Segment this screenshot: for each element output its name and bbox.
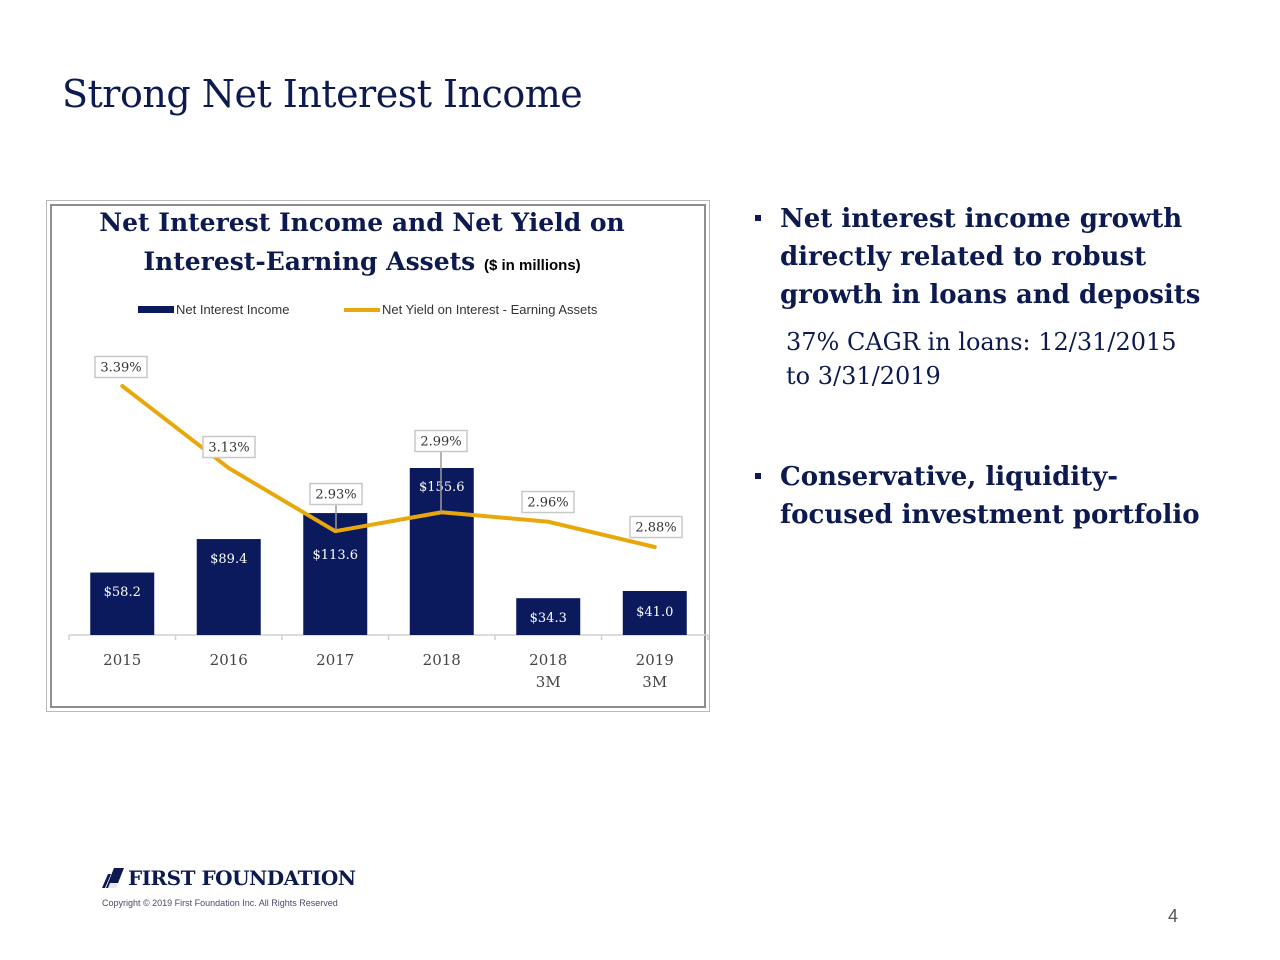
bar-data-label: $89.4	[210, 552, 247, 567]
chart-title-line1: Net Interest Income and Net Yield on	[99, 208, 625, 237]
chart-title-line2-text: Interest-Earning Assets	[143, 247, 476, 276]
logo-text: FIRST FOUNDATION	[128, 866, 356, 890]
page-number: 4	[1168, 906, 1179, 926]
bar	[303, 513, 368, 635]
bullet-sub-text-1: 37% CAGR in loans: 12/31/2015 to 3/31/20…	[786, 328, 1177, 390]
bullet-text-2: Conservative, liquidity-focused investme…	[780, 462, 1200, 530]
bar-data-label: $41.0	[636, 605, 673, 620]
chart-unit-note: ($ in millions)	[483, 257, 581, 274]
line-label-box	[94, 355, 148, 379]
yield-line	[120, 384, 657, 549]
legend-label-line: Net Yield on Interest - Earning Assets	[382, 302, 598, 317]
slide-title: Strong Net Interest Income	[62, 72, 583, 116]
stripe-logo-icon	[102, 868, 124, 888]
x-tick-label: 2016	[210, 651, 248, 669]
x-tick-label: 2018	[423, 651, 461, 669]
chart-frame	[46, 200, 710, 712]
legend-label-bar: Net Interest Income	[176, 302, 290, 317]
line-data-label: 3.39%	[100, 361, 141, 376]
bar	[90, 572, 155, 635]
bar-data-label: $58.2	[104, 585, 141, 600]
company-logo: FIRST FOUNDATION	[102, 866, 356, 890]
legend-swatch-bar	[138, 306, 174, 313]
bar	[196, 539, 261, 635]
line-label-box	[309, 482, 363, 506]
line-label-box	[202, 435, 256, 459]
line-data-label: 3.13%	[208, 441, 249, 456]
x-tick-label: 2019	[636, 651, 674, 669]
line-label-box	[629, 515, 683, 539]
bullet-text-1: Net interest income growth directly rela…	[780, 204, 1201, 310]
line-label-box	[414, 429, 468, 453]
x-tick-label: 2017	[316, 651, 354, 669]
bar-data-label: $113.6	[313, 548, 359, 563]
line-data-label: 2.96%	[527, 496, 568, 511]
line-label-box	[521, 490, 575, 514]
chart-title-line2: Interest-Earning Assets ($ in millions)	[62, 247, 662, 276]
bullet-marker	[755, 473, 761, 479]
legend-item-bar: Net Interest Income	[138, 302, 289, 317]
bar	[622, 590, 687, 635]
bullet-marker	[755, 215, 761, 221]
line-data-label: 2.93%	[315, 488, 356, 503]
copyright-text: Copyright © 2019 First Foundation Inc. A…	[102, 898, 338, 908]
x-tick-label: 3M	[642, 673, 667, 691]
bar-data-label: $34.3	[530, 611, 567, 626]
x-tick-label: 2015	[103, 651, 141, 669]
x-tick-label: 2018	[529, 651, 567, 669]
legend-item-line: Net Yield on Interest - Earning Assets	[344, 302, 597, 317]
line-data-label: 2.88%	[635, 521, 676, 536]
legend-swatch-line	[344, 307, 380, 312]
chart-inner-border	[50, 204, 706, 708]
bar	[516, 598, 581, 635]
line-data-label: 2.99%	[420, 435, 461, 450]
x-tick-label: 3M	[536, 673, 561, 691]
